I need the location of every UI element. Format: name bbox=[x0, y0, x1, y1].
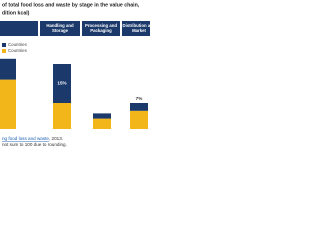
legend-swatch bbox=[2, 43, 6, 47]
chart: of total food loss and waste by stage in… bbox=[0, 0, 150, 150]
stage-label: Handling and Storage bbox=[46, 23, 74, 33]
stage-header bbox=[122, 21, 150, 36]
stage-header bbox=[82, 21, 120, 36]
stage-header bbox=[40, 21, 80, 36]
value-label: 15% bbox=[57, 81, 66, 86]
legend-label: Countries bbox=[8, 48, 28, 53]
source: ng food loss and waste, 2013. bbox=[2, 136, 63, 141]
value-label: 7% bbox=[136, 96, 143, 101]
bar-segment bbox=[0, 58, 16, 80]
source-text: , 2013. bbox=[49, 136, 63, 141]
bar-segment bbox=[93, 118, 111, 129]
bar-segment bbox=[130, 110, 148, 129]
bar-segment bbox=[53, 64, 71, 103]
note: not sum to 100 due to rounding. bbox=[2, 142, 67, 147]
bar-segment bbox=[53, 103, 71, 129]
stage-header bbox=[0, 21, 38, 36]
chart-title: dition kcal) bbox=[2, 10, 30, 16]
bar-segment bbox=[130, 103, 148, 111]
legend-swatch bbox=[2, 49, 6, 53]
stage-label: Processing and Packaging bbox=[85, 23, 117, 33]
bar-segment bbox=[93, 113, 111, 119]
stage-label: Distribution andMarket bbox=[123, 23, 150, 33]
legend-label: Countries bbox=[8, 42, 28, 47]
source-link[interactable]: ng food loss and waste bbox=[2, 136, 49, 141]
bar-segment bbox=[0, 79, 16, 129]
chart-title: of total food loss and waste by stage in… bbox=[2, 2, 140, 8]
